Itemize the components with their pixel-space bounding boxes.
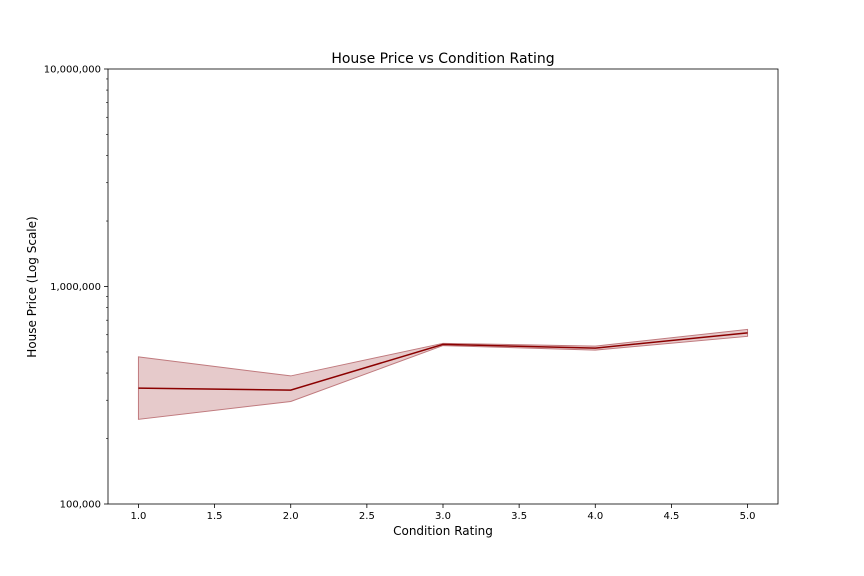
x-tick-label: 3.0 [435,511,451,522]
x-tick-label: 1.5 [207,511,223,522]
x-axis-label: Condition Rating [393,524,493,538]
x-tick-label: 1.0 [131,511,147,522]
x-tick-label: 5.0 [740,511,756,522]
chart-title: House Price vs Condition Rating [331,51,554,67]
x-tick-label: 2.0 [283,511,299,522]
x-axis: 1.0 1.5 2.0 2.5 3.0 3.5 4.0 4.5 5.0 [131,504,756,522]
y-tick-label: 100,000 [60,500,101,511]
x-tick-label: 4.5 [663,511,679,522]
y-tick-label: 10,000,000 [44,65,101,76]
x-tick-label: 2.5 [359,511,375,522]
x-tick-label: 3.5 [511,511,527,522]
plot-area [137,328,749,420]
y-axis: 100,000 1,000,000 10,000,000 [44,65,108,511]
confidence-band [137,328,749,420]
y-tick-label: 1,000,000 [50,282,101,293]
x-tick-label: 4.0 [587,511,603,522]
series-line [138,332,748,391]
y-axis-label: House Price (Log Scale) [25,216,39,357]
